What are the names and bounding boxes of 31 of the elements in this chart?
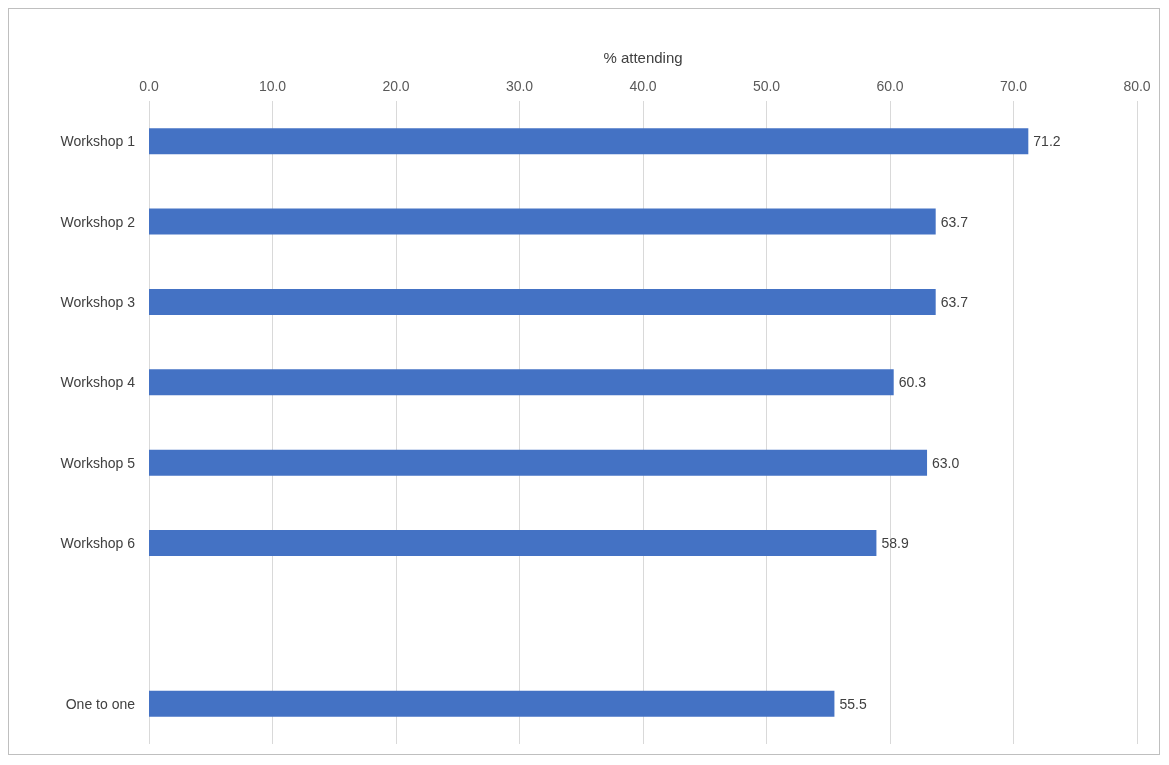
x-tick-label: 30.0 <box>505 78 534 94</box>
bar <box>149 449 928 476</box>
y-tick-label: Workshop 6 <box>60 535 136 552</box>
x-tick-label: 70.0 <box>999 78 1028 94</box>
bar <box>149 128 1029 155</box>
data-label: 60.3 <box>898 374 927 391</box>
data-label: 63.7 <box>940 213 969 230</box>
x-tick-label: 40.0 <box>629 78 657 94</box>
x-tick-label: 20.0 <box>382 78 410 94</box>
y-tick-label: Workshop 4 <box>60 374 136 391</box>
y-tick-label: Workshop 2 <box>60 213 136 230</box>
bar <box>149 690 835 717</box>
bar <box>149 288 936 315</box>
bar <box>149 208 936 235</box>
x-tick-label: 0.0 <box>139 78 159 94</box>
y-tick-label: Workshop 1 <box>60 133 136 150</box>
x-tick-label: 60.0 <box>876 78 904 94</box>
data-label: 71.2 <box>1033 133 1061 150</box>
data-label: 55.5 <box>839 695 867 712</box>
x-tick-label: 10.0 <box>258 78 287 94</box>
data-label: 58.9 <box>881 535 909 552</box>
bar <box>149 369 894 396</box>
x-tick-label: 80.0 <box>1123 78 1151 94</box>
data-label: 63.0 <box>932 454 960 471</box>
data-label: 63.7 <box>940 293 969 310</box>
y-tick-label: One to one <box>65 695 136 712</box>
y-tick-label: Workshop 3 <box>60 293 136 310</box>
x-axis-title: % attending <box>603 49 683 66</box>
y-tick-label: Workshop 5 <box>60 454 136 471</box>
bar <box>149 530 877 557</box>
x-tick-label: 50.0 <box>752 78 781 94</box>
